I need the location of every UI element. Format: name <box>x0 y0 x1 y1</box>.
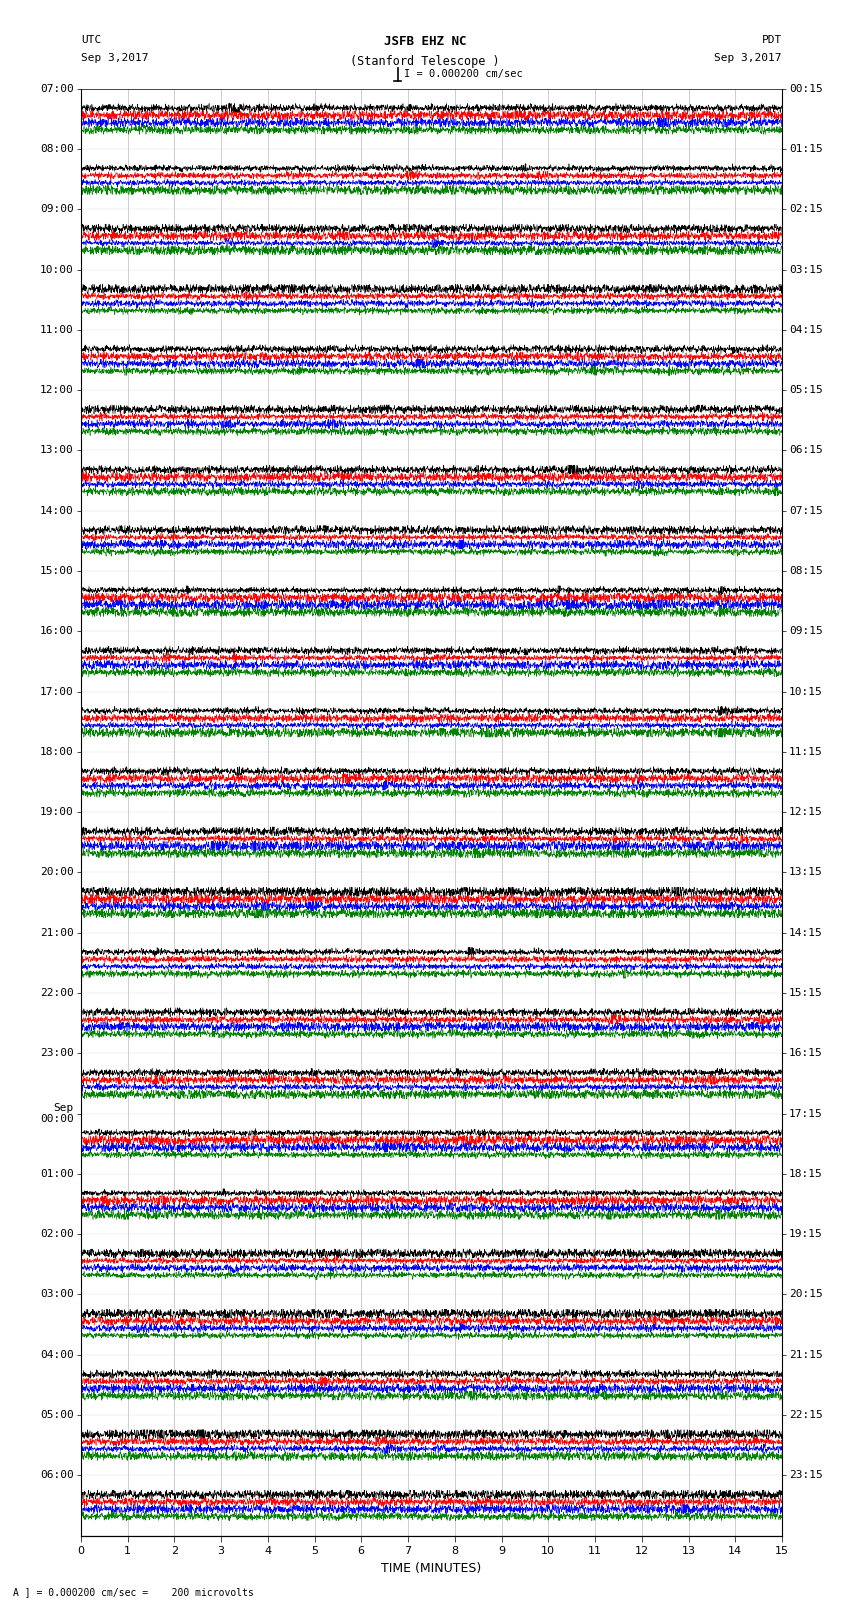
X-axis label: TIME (MINUTES): TIME (MINUTES) <box>382 1561 481 1574</box>
Text: (Stanford Telescope ): (Stanford Telescope ) <box>350 55 500 68</box>
Text: PDT: PDT <box>762 35 782 45</box>
Text: UTC: UTC <box>81 35 101 45</box>
Text: I = 0.000200 cm/sec: I = 0.000200 cm/sec <box>404 69 523 79</box>
Text: JSFB EHZ NC: JSFB EHZ NC <box>383 35 467 48</box>
Text: Sep 3,2017: Sep 3,2017 <box>715 53 782 63</box>
Text: A ] = 0.000200 cm/sec =    200 microvolts: A ] = 0.000200 cm/sec = 200 microvolts <box>13 1587 253 1597</box>
Text: Sep 3,2017: Sep 3,2017 <box>81 53 148 63</box>
